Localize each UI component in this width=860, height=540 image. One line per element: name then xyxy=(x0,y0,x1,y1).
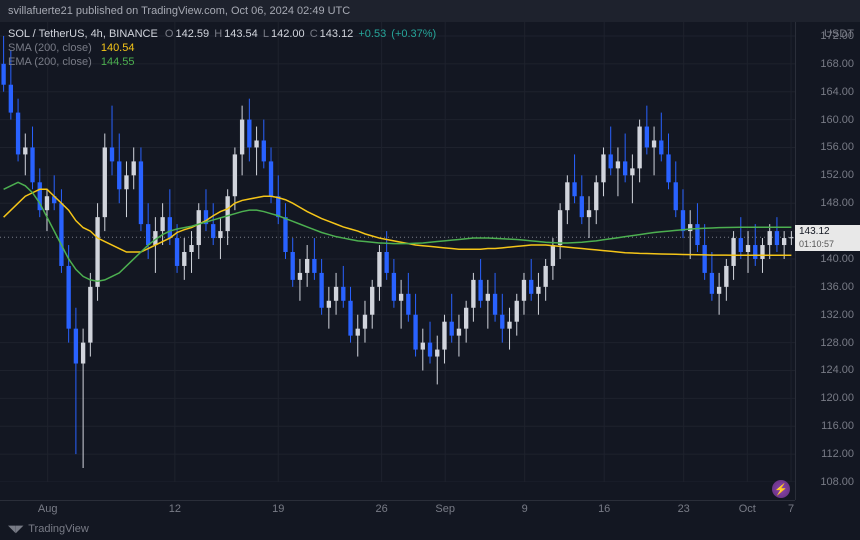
price-tick: 120.00 xyxy=(820,392,854,404)
price-tick: 156.00 xyxy=(820,141,854,153)
price-tick: 152.00 xyxy=(820,169,854,181)
footer-brand: TradingView xyxy=(28,523,89,535)
price-tick: 108.00 xyxy=(820,476,854,488)
change-value: +0.53 xyxy=(358,28,386,40)
plot-area[interactable] xyxy=(0,22,795,500)
last-price-countdown: 01:10:57 xyxy=(799,238,856,250)
time-tick: 12 xyxy=(169,503,181,515)
last-price-value: 143.12 xyxy=(799,226,856,238)
chart-svg xyxy=(0,22,795,482)
publish-banner: svillafuerte21 published on TradingView.… xyxy=(0,0,860,22)
price-tick: 148.00 xyxy=(820,197,854,209)
indicator-sma[interactable]: SMA (200, close) 140.54 xyxy=(8,42,438,54)
flash-icon[interactable]: ⚡ xyxy=(772,480,790,498)
time-tick: Oct xyxy=(739,503,756,515)
time-tick: 16 xyxy=(598,503,610,515)
price-tick: 116.00 xyxy=(821,420,854,432)
time-tick: 19 xyxy=(272,503,284,515)
symbol-pair: SOL / TetherUS xyxy=(8,28,84,40)
indicator-ema[interactable]: EMA (200, close) 144.55 xyxy=(8,56,438,68)
price-tick: 124.00 xyxy=(820,364,854,376)
price-tick: 132.00 xyxy=(820,309,854,321)
price-tick: 140.00 xyxy=(820,253,854,265)
symbol-interval: 4h xyxy=(91,28,103,40)
time-tick: Aug xyxy=(38,503,58,515)
footer: ◥◤ TradingView xyxy=(0,518,860,540)
price-axis[interactable]: USDT 172.00168.00164.00160.00156.00152.0… xyxy=(795,22,860,500)
chart-root: svillafuerte21 published on TradingView.… xyxy=(0,0,860,540)
price-tick: 112.00 xyxy=(821,448,854,460)
symbol-line[interactable]: SOL / TetherUS, 4h, BINANCE O142.59 H143… xyxy=(8,28,438,40)
symbol-exchange: BINANCE xyxy=(109,28,158,40)
time-tick: 7 xyxy=(788,503,794,515)
header-overlay: SOL / TetherUS, 4h, BINANCE O142.59 H143… xyxy=(8,28,438,70)
price-tick: 128.00 xyxy=(820,337,854,349)
change-pct: (+0.37%) xyxy=(391,28,436,40)
time-tick: Sep xyxy=(435,503,455,515)
price-tick: 136.00 xyxy=(820,281,854,293)
time-tick: 9 xyxy=(522,503,528,515)
price-tick: 172.00 xyxy=(820,30,854,42)
publish-text: svillafuerte21 published on TradingView.… xyxy=(8,5,350,17)
price-tick: 160.00 xyxy=(820,114,854,126)
price-tick: 164.00 xyxy=(820,86,854,98)
ohlc-block: O142.59 H143.54 L142.00 C143.12 +0.53 (+… xyxy=(165,28,438,40)
time-axis[interactable]: Aug 12 19 26 Sep 9 16 23 Oct 7 xyxy=(0,500,795,518)
price-tick: 168.00 xyxy=(820,58,854,70)
time-tick: 26 xyxy=(375,503,387,515)
time-tick: 23 xyxy=(678,503,690,515)
last-price-label[interactable]: 143.12 01:10:57 xyxy=(795,225,860,251)
